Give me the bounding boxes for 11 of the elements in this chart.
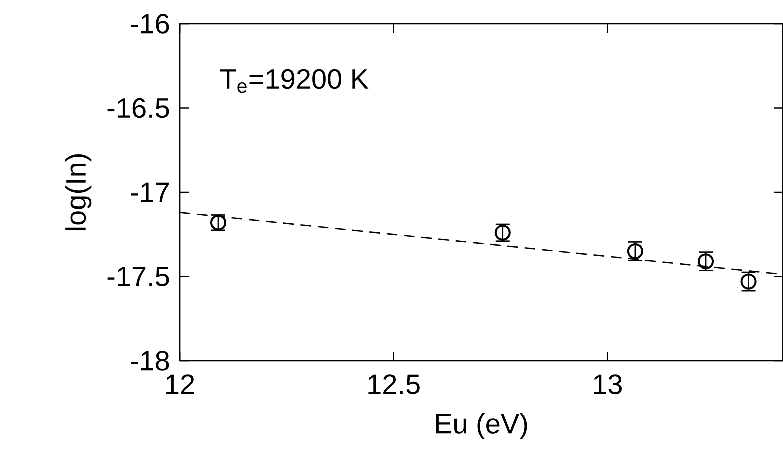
y-tick-label: -16 <box>131 14 170 34</box>
x-tick-label: 13 <box>594 374 622 394</box>
annotation: T$_{e}$=19200 K <box>220 69 369 94</box>
x-tick-label: 12 <box>166 374 194 394</box>
x-tick-label: 12.5 <box>368 374 420 394</box>
x-axis-title: Eu (eV) <box>436 413 528 440</box>
y-tick-label: -17 <box>131 182 169 202</box>
y-tick-label: -16.5 <box>108 98 170 118</box>
y-tick-label: -17.5 <box>108 266 170 287</box>
y-axis-title: log(In) <box>66 154 92 230</box>
y-tick-label: -18 <box>131 351 170 371</box>
